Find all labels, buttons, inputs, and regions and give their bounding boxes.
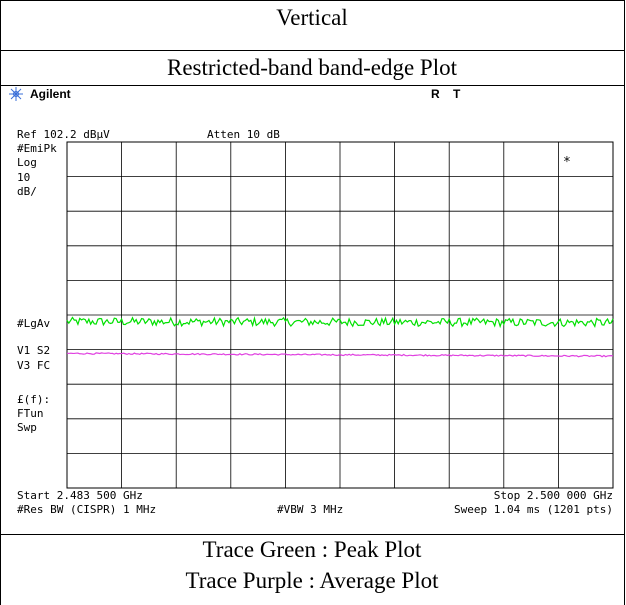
v3-fc-label: V3 FC (17, 359, 50, 372)
row-divider (0, 50, 624, 51)
scale-value-label: 10 (17, 171, 30, 184)
row-divider (0, 85, 624, 86)
v1-s2-label: V1 S2 (17, 344, 50, 357)
correction-function-label: £(f): (17, 393, 50, 406)
spectrum-analyzer-screenshot: Agilent R T Ref 102.2 dBµV Atten 10 dB #… (9, 87, 614, 516)
green-trace-note: Trace Green : Peak Plot (202, 537, 422, 562)
polarization-heading: Vertical (276, 5, 348, 30)
sweep-mode-label: Swp (17, 421, 37, 434)
sweep-time-label: Sweep 1.04 ms (1201 pts) (454, 503, 613, 516)
video-bandwidth-label: #VBW 3 MHz (277, 503, 343, 516)
attenuation-label: Atten 10 dB (207, 128, 280, 141)
ftun-label: FTun (17, 407, 44, 420)
indicator-t: T (453, 87, 461, 101)
stop-frequency-label: Stop 2.500 000 GHz (494, 489, 613, 502)
plot-grid (66, 141, 614, 489)
scale-type-label: Log (17, 156, 37, 169)
brand-label: Agilent (30, 87, 71, 101)
resolution-bandwidth-label: #Res BW (CISPR) 1 MHz (17, 503, 156, 516)
agilent-logo-icon (9, 87, 23, 101)
indicator-r: R (431, 87, 440, 101)
marker-symbol: * (563, 155, 571, 170)
purple-trace-note: Trace Purple : Average Plot (185, 568, 439, 593)
average-trace-line (66, 352, 614, 358)
detector-label: #EmiPk (17, 142, 57, 155)
row-divider (0, 534, 624, 535)
ref-level-label: Ref 102.2 dBµV (17, 128, 110, 141)
plot-title: Restricted-band band-edge Plot (167, 55, 457, 80)
average-detector-label: #LgAv (17, 317, 50, 330)
plot-traces (66, 315, 614, 358)
peak-trace-line (66, 315, 614, 329)
start-frequency-label: Start 2.483 500 GHz (17, 489, 143, 502)
scale-unit-label: dB/ (17, 185, 37, 198)
